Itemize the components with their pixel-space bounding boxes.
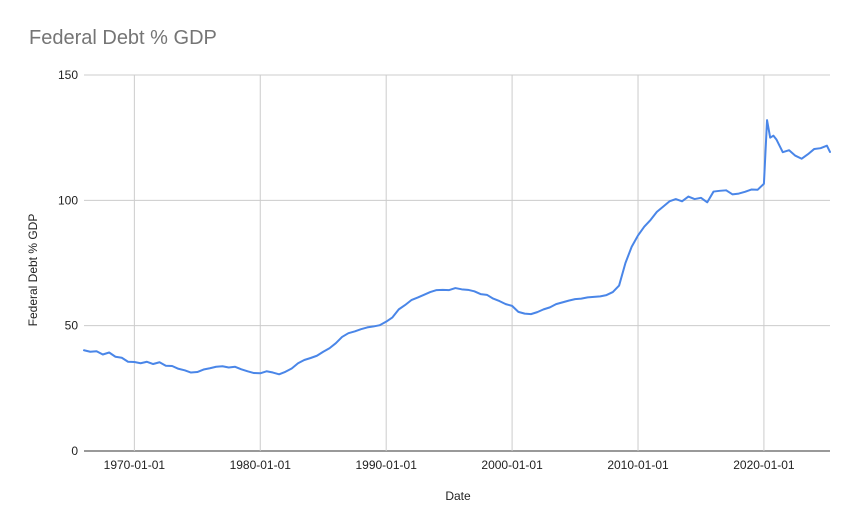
series-layer — [83, 119, 831, 376]
horizontal-gridlines — [84, 74, 830, 452]
vertical-gridlines — [133, 75, 765, 451]
y-axis-title: Federal Debt % GDP — [26, 214, 40, 327]
x-axis-title: Date — [445, 489, 471, 503]
x-tick-label: 2020-01-01 — [733, 458, 795, 472]
x-tick-label: 1990-01-01 — [355, 458, 417, 472]
chart-title: Federal Debt % GDP — [29, 27, 217, 49]
x-tick-label: 2010-01-01 — [607, 458, 669, 472]
x-axis-tick-labels: 1970-01-01 1980-01-01 1990-01-01 2000-01-01… — [104, 458, 795, 472]
series-line-0 — [83, 119, 831, 376]
x-tick-label: 1970-01-01 — [104, 458, 166, 472]
y-tick-label: 0 — [71, 444, 78, 458]
y-tick-label: 150 — [58, 68, 78, 82]
y-tick-label: 100 — [58, 193, 78, 207]
y-axis-tick-labels: 0 50 100 150 — [58, 68, 78, 458]
y-tick-label: 50 — [65, 319, 79, 333]
x-tick-label: 1980-01-01 — [230, 458, 292, 472]
x-tick-label: 2000-01-01 — [481, 458, 543, 472]
